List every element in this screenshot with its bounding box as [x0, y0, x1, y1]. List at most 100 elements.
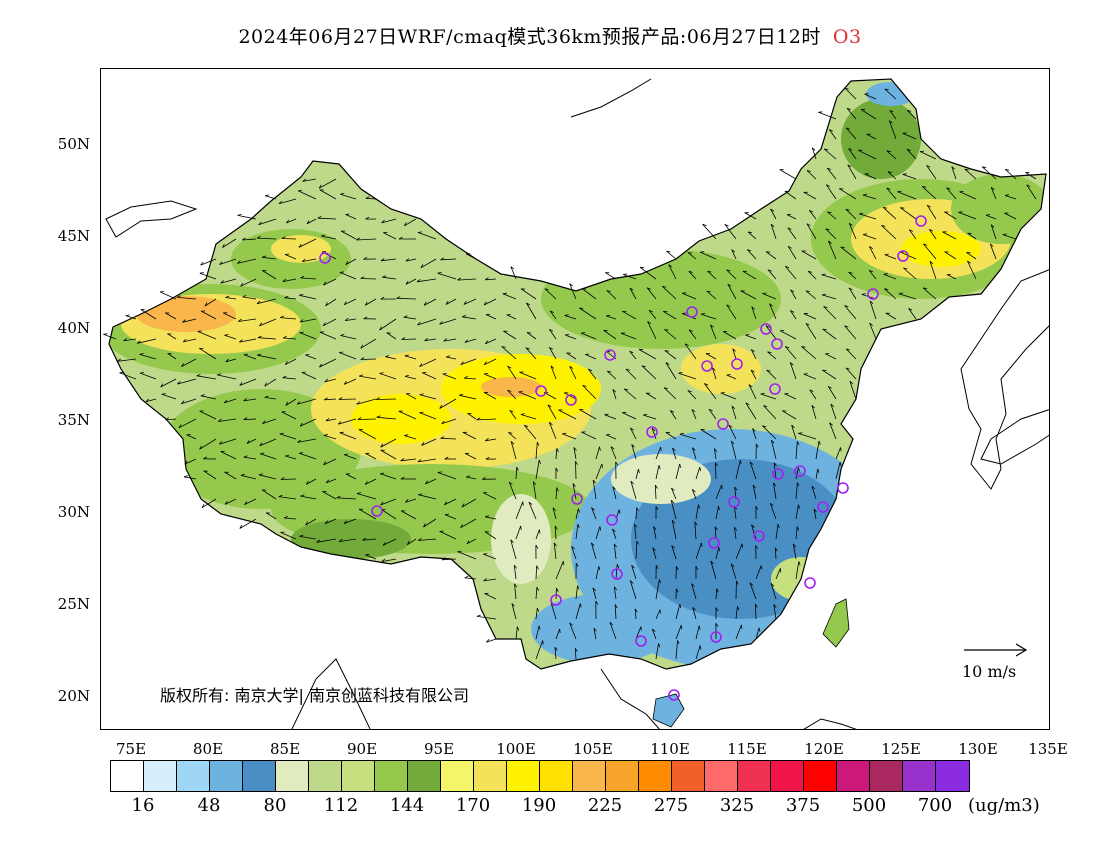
wind-vector — [483, 578, 497, 582]
wind-vector-head — [119, 371, 124, 374]
wind-vector — [324, 378, 337, 383]
wind-vector — [750, 369, 757, 380]
legend-swatch — [375, 761, 408, 791]
wind-vector-head — [419, 411, 424, 413]
wind-vector-head — [507, 365, 512, 369]
wind-vector-head — [828, 385, 832, 389]
wind-vector — [845, 348, 857, 360]
wind-vector — [635, 507, 638, 520]
wind-vector-head — [884, 253, 889, 255]
wind-vector — [612, 389, 617, 400]
wind-vector — [555, 487, 558, 500]
wind-vector — [422, 372, 437, 380]
wind-vector — [182, 318, 197, 323]
wind-vector-head — [182, 319, 186, 323]
wind-vector — [663, 387, 677, 400]
wind-vector-head — [823, 306, 828, 308]
wind-vector — [811, 486, 817, 500]
wind-vector — [695, 645, 701, 660]
wind-vector — [376, 416, 397, 420]
wind-vector — [806, 223, 817, 240]
wind-vector — [359, 375, 377, 380]
wind-vector-head — [460, 524, 464, 528]
wind-vector — [199, 272, 217, 280]
wind-vector — [612, 486, 617, 500]
wind-vector — [646, 287, 657, 300]
wind-vector — [420, 258, 437, 269]
wind-vector-head — [670, 410, 675, 413]
wind-vector-head — [284, 516, 288, 519]
wind-vector — [401, 338, 417, 340]
wind-vector-head — [446, 355, 451, 358]
wind-vector-head — [845, 367, 850, 370]
wind-vector — [358, 429, 377, 440]
wind-vector — [647, 321, 657, 340]
wind-vector-head — [796, 526, 800, 531]
wind-vector-head — [658, 643, 661, 648]
wind-vector-head — [466, 540, 470, 545]
wind-vector — [257, 337, 277, 340]
wind-vector-head — [183, 475, 188, 478]
wind-vector — [849, 381, 857, 400]
wind-vector — [483, 392, 497, 400]
wind-vector — [742, 270, 757, 280]
wind-vector — [259, 438, 277, 447]
wind-vector — [825, 353, 837, 360]
wind-vector-head — [381, 219, 385, 224]
wind-vector-head — [655, 506, 659, 510]
wind-vector — [774, 547, 777, 560]
wind-vector — [265, 195, 277, 200]
wind-vector — [779, 330, 797, 340]
wind-vector — [886, 187, 897, 200]
wind-vector — [558, 409, 577, 420]
wind-vector — [380, 258, 397, 262]
wind-vector-head — [176, 295, 181, 298]
wind-vector — [574, 648, 577, 660]
wind-vector — [299, 452, 317, 460]
wind-vector — [1004, 212, 1017, 220]
wind-vector — [664, 329, 677, 340]
wind-vector — [145, 398, 157, 403]
wind-vector — [476, 616, 497, 620]
wind-vector — [298, 238, 317, 248]
lat-label-35n: 35N — [57, 411, 90, 429]
wind-vector-head — [760, 392, 765, 395]
wind-vector-head — [747, 249, 752, 252]
wind-vector-head — [380, 501, 384, 506]
wind-vector-head — [400, 458, 405, 462]
wind-vector-head — [601, 463, 603, 468]
wind-vector — [869, 300, 877, 320]
wind-vector — [869, 322, 877, 340]
wind-vector — [704, 383, 717, 400]
wind-vector — [407, 538, 417, 546]
wind-vector-head — [699, 467, 701, 472]
wind-vector — [200, 310, 217, 320]
wind-vector — [376, 398, 397, 400]
wind-vector — [445, 298, 457, 305]
wind-vector — [868, 270, 877, 280]
wind-vector-head — [770, 583, 775, 587]
wind-vector — [775, 568, 781, 580]
wind-vector — [829, 422, 837, 440]
lon-label-100e: 100E — [496, 740, 536, 758]
wind-vector — [459, 394, 477, 400]
forecast-map — [100, 68, 1050, 730]
wind-vector-head — [360, 276, 365, 279]
wind-vector-head — [437, 471, 442, 473]
wind-vector-head — [749, 582, 754, 586]
wind-vector-head — [463, 301, 467, 305]
wind-vector — [635, 626, 642, 640]
wind-vector-head — [574, 648, 578, 652]
wind-vector-head — [526, 302, 531, 306]
wind-vector — [437, 472, 457, 480]
wind-vector-head — [223, 399, 228, 404]
lon-label-75e: 75E — [115, 740, 147, 758]
wind-vector — [652, 547, 657, 560]
wind-vector-head — [766, 369, 771, 372]
wind-vector — [224, 498, 237, 505]
wind-vector — [280, 478, 297, 480]
wind-vector — [258, 474, 277, 480]
wind-vector-head — [691, 409, 696, 413]
lon-label-135e: 135E — [1028, 740, 1068, 758]
wind-vector-head — [682, 312, 687, 314]
